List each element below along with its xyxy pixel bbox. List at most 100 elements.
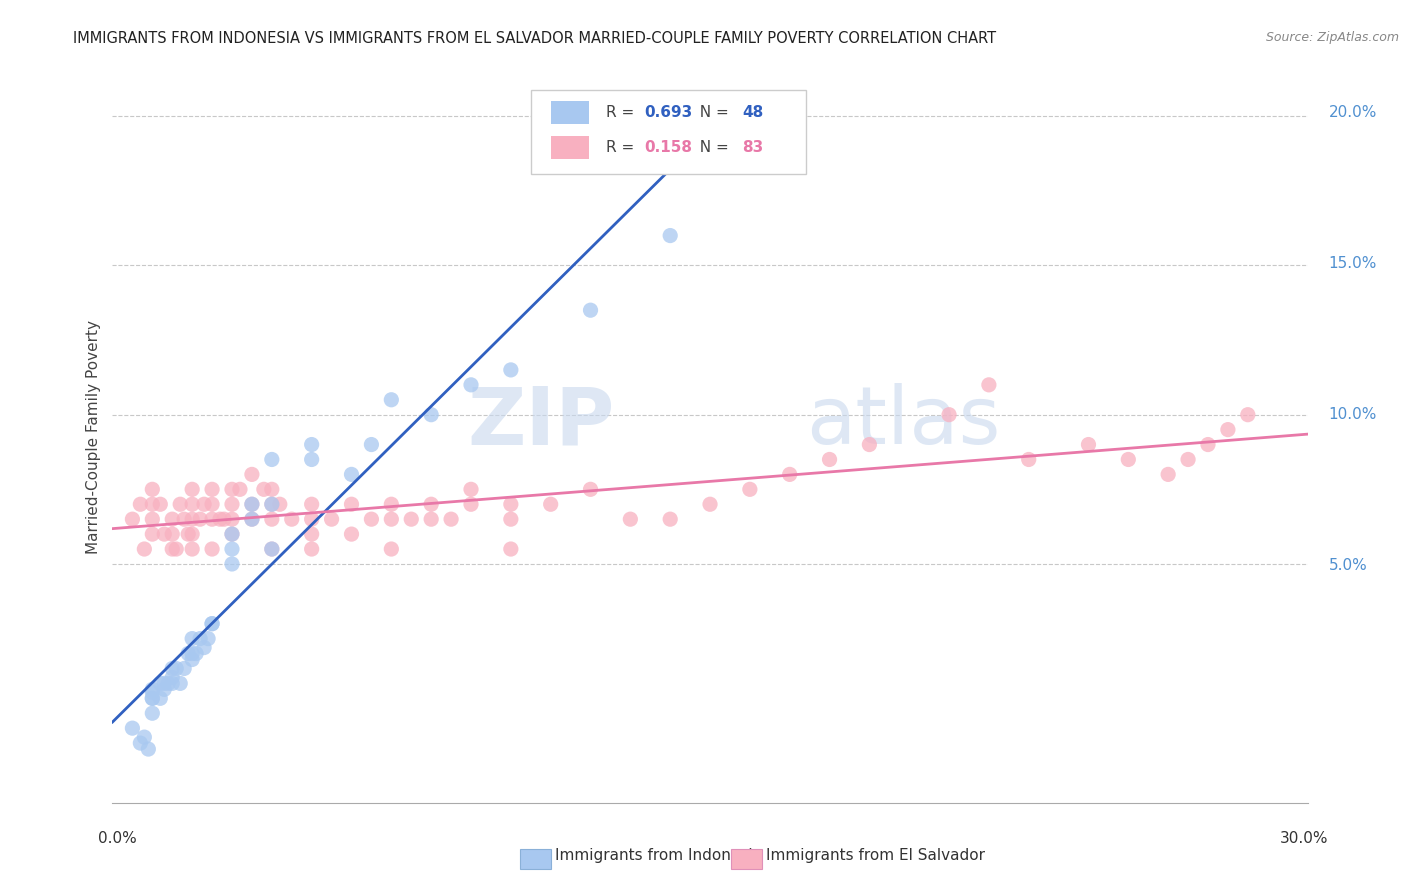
Point: [165, 661, 187, 675]
Point: [181, 512, 204, 526]
Point: [499, 542, 522, 557]
Bar: [551, 136, 589, 159]
Point: [380, 512, 402, 526]
Text: R =: R =: [606, 105, 640, 120]
Point: [1018, 452, 1040, 467]
Point: [221, 512, 243, 526]
Point: [699, 497, 721, 511]
Point: [380, 542, 402, 557]
Point: [499, 512, 522, 526]
Point: [197, 632, 219, 646]
Point: [141, 497, 163, 511]
Point: [240, 512, 263, 526]
Point: [173, 661, 195, 675]
Point: [121, 512, 143, 526]
Point: [138, 742, 160, 756]
Point: [181, 497, 204, 511]
Point: [186, 647, 208, 661]
Point: [540, 497, 562, 511]
Point: [153, 682, 176, 697]
Point: [260, 512, 283, 526]
Point: [301, 542, 323, 557]
Point: [193, 497, 215, 511]
Point: [1177, 452, 1199, 467]
Point: [460, 483, 482, 497]
Point: [141, 512, 163, 526]
Text: 83: 83: [742, 140, 763, 155]
Point: [977, 377, 1000, 392]
Point: [153, 676, 176, 690]
Point: [619, 512, 641, 526]
Point: [221, 542, 243, 557]
Point: [201, 616, 224, 631]
Point: [141, 706, 163, 721]
Point: [260, 483, 283, 497]
Point: [188, 512, 211, 526]
Text: Immigrants from El Salvador: Immigrants from El Salvador: [766, 848, 986, 863]
Point: [141, 483, 163, 497]
Point: [162, 527, 183, 541]
Point: [360, 512, 382, 526]
Point: [380, 497, 402, 511]
Point: [201, 616, 224, 631]
Point: [253, 483, 276, 497]
Point: [149, 691, 172, 706]
Point: [181, 652, 204, 666]
Text: 5.0%: 5.0%: [1329, 558, 1368, 573]
Point: [579, 303, 602, 318]
Text: Source: ZipAtlas.com: Source: ZipAtlas.com: [1265, 31, 1399, 45]
Text: 0.0%: 0.0%: [98, 831, 138, 846]
Point: [141, 527, 163, 541]
Point: [301, 527, 323, 541]
Point: [420, 497, 443, 511]
Point: [201, 497, 224, 511]
Text: 10.0%: 10.0%: [1329, 407, 1376, 422]
Text: 15.0%: 15.0%: [1329, 256, 1376, 271]
Point: [301, 497, 323, 511]
Point: [165, 542, 187, 557]
Text: ZIP: ZIP: [467, 384, 614, 461]
Point: [181, 527, 204, 541]
Point: [181, 647, 204, 661]
FancyBboxPatch shape: [531, 90, 806, 174]
Point: [240, 497, 263, 511]
Text: 30.0%: 30.0%: [1281, 831, 1329, 846]
Text: atlas: atlas: [806, 384, 1000, 461]
Point: [260, 497, 283, 511]
Point: [380, 392, 402, 407]
Point: [321, 512, 343, 526]
Point: [181, 483, 204, 497]
Point: [260, 542, 283, 557]
Point: [420, 512, 443, 526]
Point: [162, 670, 183, 684]
Point: [221, 483, 243, 497]
Point: [440, 512, 463, 526]
Point: [360, 437, 382, 451]
Point: [153, 527, 176, 541]
Point: [169, 497, 191, 511]
Point: [149, 676, 172, 690]
Point: [177, 527, 200, 541]
Point: [269, 497, 291, 511]
Point: [201, 483, 224, 497]
Text: 48: 48: [742, 105, 763, 120]
Point: [221, 527, 243, 541]
Point: [301, 512, 323, 526]
Point: [169, 676, 191, 690]
Point: [141, 685, 163, 699]
Point: [1157, 467, 1180, 482]
Bar: [551, 101, 589, 124]
Point: [240, 467, 263, 482]
Point: [1118, 452, 1140, 467]
Point: [818, 452, 841, 467]
Point: [240, 497, 263, 511]
Point: [420, 408, 443, 422]
Point: [162, 661, 183, 675]
Point: [340, 497, 363, 511]
Point: [212, 512, 235, 526]
Point: [157, 676, 180, 690]
Point: [499, 497, 522, 511]
Text: IMMIGRANTS FROM INDONESIA VS IMMIGRANTS FROM EL SALVADOR MARRIED-COUPLE FAMILY P: IMMIGRANTS FROM INDONESIA VS IMMIGRANTS …: [73, 31, 995, 46]
Point: [173, 512, 195, 526]
Point: [1216, 423, 1239, 437]
